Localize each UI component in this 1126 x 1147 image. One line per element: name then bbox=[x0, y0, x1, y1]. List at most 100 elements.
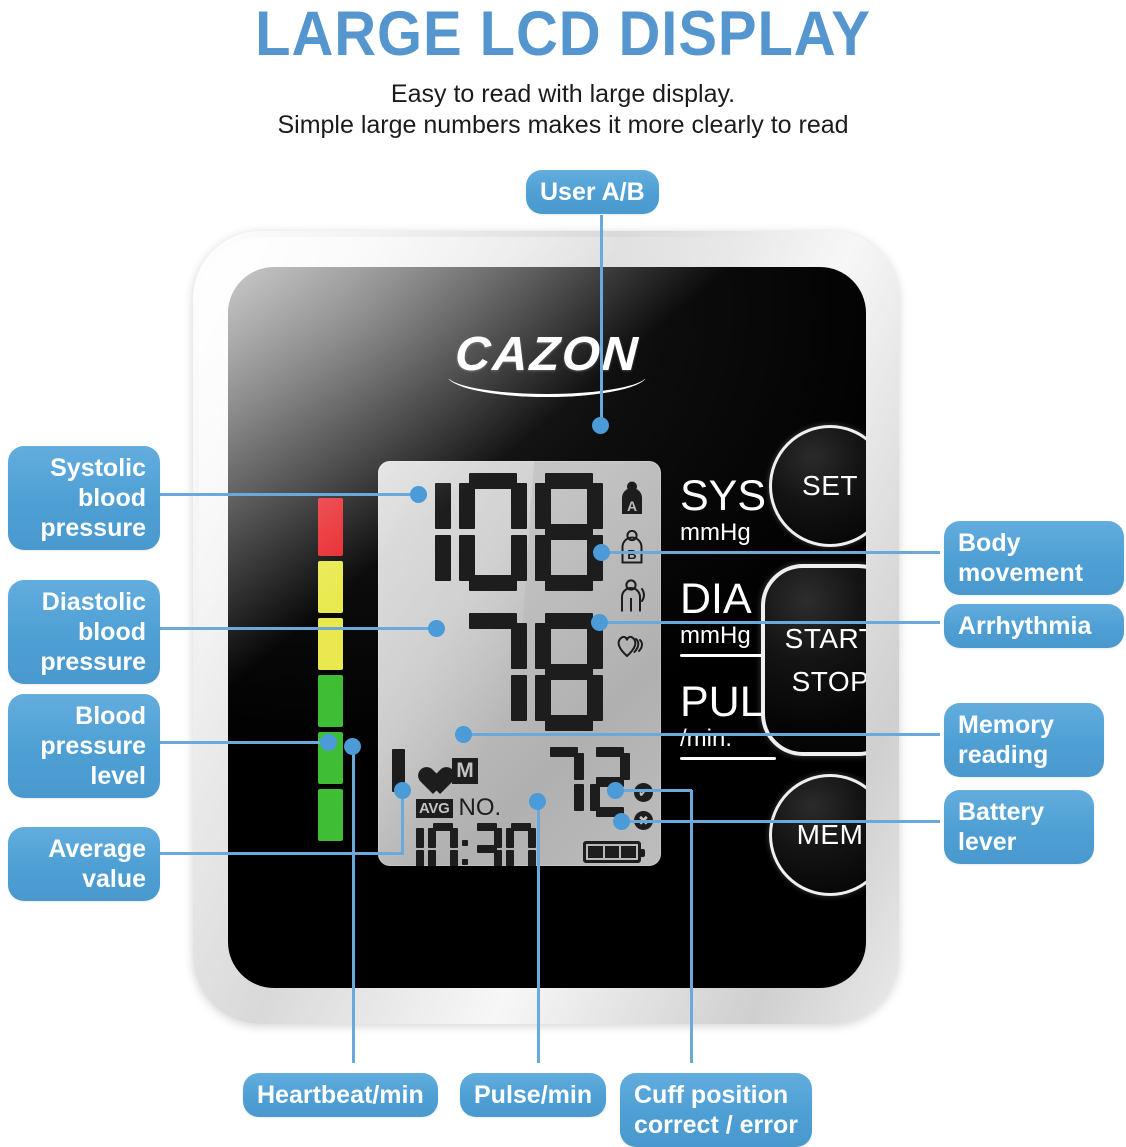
seven-segment-digit bbox=[590, 747, 630, 817]
level-segment-green-3 bbox=[318, 789, 343, 841]
leader-line-average bbox=[150, 852, 404, 855]
leader-line-heartbeat bbox=[352, 745, 355, 1063]
leader-dot-arrhythmia bbox=[591, 614, 608, 631]
leader-line-user-ab bbox=[600, 215, 603, 425]
seven-segment-digit bbox=[428, 823, 458, 866]
pul-label: PUL. bbox=[680, 678, 776, 726]
start-stop-button[interactable]: START STOP bbox=[761, 564, 866, 756]
leader-line-cuff-h bbox=[614, 789, 692, 792]
leader-dot-systolic bbox=[410, 486, 427, 503]
lcd-pulse-value bbox=[544, 747, 630, 822]
battery-bar-1 bbox=[588, 846, 603, 858]
cuff-position-correct-icon: ✔ bbox=[634, 783, 653, 802]
seven-segment-digit bbox=[535, 613, 603, 731]
lcd-time bbox=[394, 823, 536, 866]
callout-heartbeat[interactable]: Heartbeat/min bbox=[243, 1073, 438, 1117]
user-a-icon: A bbox=[611, 475, 653, 521]
lcd-average-row: AVG NO. bbox=[416, 796, 501, 820]
leader-dot-memory bbox=[455, 726, 472, 743]
battery-icon bbox=[583, 841, 645, 863]
leader-dot-diastolic bbox=[428, 620, 445, 637]
measurement-labels: SYS mmHg DIA mmHg PUL. /min. bbox=[680, 473, 830, 782]
blood-pressure-level-bar bbox=[318, 498, 343, 841]
callout-body-movement[interactable]: Body movement bbox=[944, 521, 1124, 595]
leader-dot-pulse bbox=[529, 793, 546, 810]
lcd-lower-region: M AVG NO. ✔ ✖ bbox=[392, 747, 653, 866]
leader-line-battery bbox=[620, 820, 940, 823]
lcd-flag-row: M bbox=[392, 749, 478, 792]
brand-logo: CAZON bbox=[228, 327, 866, 397]
leader-line-arrhythmia bbox=[598, 621, 940, 624]
brand-name: CAZON bbox=[453, 328, 641, 381]
seven-segment-digit bbox=[394, 823, 424, 866]
leader-line-memory bbox=[462, 733, 940, 736]
seven-segment-digit bbox=[459, 473, 527, 591]
svg-text:B: B bbox=[627, 547, 636, 562]
battery-bar-3 bbox=[621, 846, 637, 858]
subtitle-line-1: Easy to read with large display. bbox=[390, 80, 736, 108]
subtitle-line-2: Simple large numbers makes it more clear… bbox=[277, 111, 849, 139]
seven-segment-digit bbox=[544, 747, 584, 817]
callout-memory-reading[interactable]: Memory reading bbox=[944, 703, 1104, 777]
body-movement-icon bbox=[611, 573, 653, 619]
dia-label: DIA bbox=[680, 575, 752, 623]
pul-unit: /min. bbox=[680, 725, 733, 752]
leader-dot-heartbeat bbox=[344, 738, 361, 755]
seven-segment-digit bbox=[506, 823, 536, 866]
pul-label-block: PUL. /min. bbox=[680, 679, 830, 760]
leader-dot-body-movement bbox=[593, 544, 610, 561]
battery-bar-2 bbox=[604, 846, 620, 858]
mem-button[interactable]: MEM bbox=[769, 774, 866, 896]
sys-unit: mmHg bbox=[680, 519, 751, 546]
dia-unit: mmHg bbox=[680, 622, 751, 649]
lcd-indicator-column: A B bbox=[611, 475, 653, 671]
memory-flag: M bbox=[452, 757, 478, 784]
leader-dot-battery bbox=[613, 813, 630, 830]
pulse-digits bbox=[544, 747, 630, 817]
average-flag: AVG bbox=[416, 798, 453, 818]
blood-pressure-monitor: CAZON bbox=[193, 231, 899, 1024]
lcd-screen: A B bbox=[378, 461, 661, 866]
callout-diastolic[interactable]: Diastolic blood pressure bbox=[8, 580, 160, 684]
heartbeat-icon bbox=[412, 756, 445, 786]
bp-level-indicator-bar-icon bbox=[392, 749, 405, 792]
callout-pulse[interactable]: Pulse/min bbox=[460, 1073, 607, 1117]
colon-separator bbox=[462, 823, 468, 866]
leader-line-body-movement bbox=[600, 551, 940, 554]
set-button[interactable]: SET bbox=[769, 425, 866, 547]
diastolic-digits bbox=[459, 613, 603, 731]
svg-text:A: A bbox=[627, 498, 637, 514]
leader-dot-average bbox=[394, 782, 411, 799]
level-segment-yellow-1 bbox=[318, 561, 343, 613]
leader-line-systolic bbox=[150, 493, 426, 496]
level-segment-green-1 bbox=[318, 675, 343, 727]
lcd-diastolic-value bbox=[378, 613, 609, 736]
callout-cuff-position[interactable]: Cuff position correct / error bbox=[620, 1073, 812, 1147]
callout-average[interactable]: Average value bbox=[8, 827, 160, 901]
stop-label: STOP bbox=[791, 666, 866, 697]
callout-arrhythmia[interactable]: Arrhythmia bbox=[944, 604, 1124, 648]
device-front-panel: CAZON bbox=[228, 267, 866, 988]
pul-underline bbox=[680, 757, 776, 760]
seven-segment-digit bbox=[535, 473, 603, 591]
callout-systolic[interactable]: Systolic blood pressure bbox=[8, 446, 160, 550]
seven-segment-digit bbox=[383, 473, 451, 591]
callout-bp-level[interactable]: Blood pressure level bbox=[8, 694, 160, 798]
leader-line-bp-level bbox=[150, 741, 335, 744]
callout-battery[interactable]: Battery lever bbox=[944, 790, 1094, 864]
callout-user-ab[interactable]: User A/B bbox=[526, 170, 659, 214]
leader-line-diastolic bbox=[150, 627, 443, 630]
page-title: LARGE LCD DISPLAY bbox=[255, 0, 871, 69]
sys-label: SYS bbox=[680, 472, 767, 520]
time-digits bbox=[394, 823, 536, 866]
arrhythmia-icon bbox=[611, 622, 653, 668]
level-segment-yellow-2 bbox=[318, 618, 343, 670]
systolic-digits bbox=[383, 473, 603, 591]
leader-dot-user-ab bbox=[592, 417, 609, 434]
leader-line-cuff bbox=[690, 790, 693, 1063]
leader-line-pulse bbox=[537, 800, 540, 1063]
seven-segment-digit bbox=[472, 823, 502, 866]
number-label: NO. bbox=[458, 794, 502, 821]
lcd-systolic-value bbox=[378, 473, 609, 596]
leader-dot-cuff bbox=[607, 782, 624, 799]
